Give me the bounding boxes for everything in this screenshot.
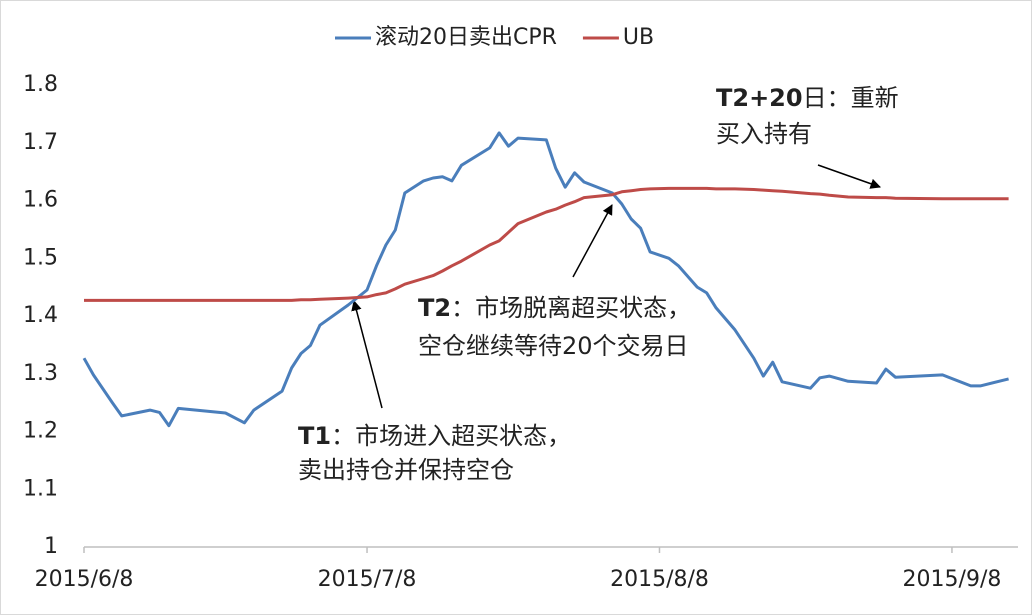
legend-label: UB	[623, 25, 654, 50]
annotation-text: 日：重新	[803, 84, 899, 112]
x-tick-label: 2015/8/8	[610, 567, 709, 592]
annotation-text: 买入持有	[716, 120, 812, 148]
annotation: T1：市场进入超买状态，	[298, 422, 571, 450]
annotation-label: T2	[418, 294, 451, 322]
annotation-text: ：市场进入超买状态，	[331, 422, 571, 450]
arrow	[351, 299, 383, 409]
annotation-label: T1	[298, 422, 331, 450]
x-tick-label: 2015/9/8	[903, 567, 1002, 592]
legend: 滚动20日卖出CPR UB	[335, 25, 654, 50]
annotation: T2：市场脱离超买状态，	[418, 294, 691, 322]
y-tick-label: 1	[44, 534, 58, 559]
annotation-label: T2+20	[716, 84, 803, 112]
annotation-text: ：市场脱离超买状态，	[451, 294, 691, 322]
series-line	[84, 186, 1009, 302]
series-line	[82, 131, 1009, 428]
annotation-text: 卖出持仓并保持空仓	[298, 456, 514, 484]
legend-label: 滚动20日卖出CPR	[375, 25, 557, 50]
y-tick-label: 1.7	[23, 130, 58, 155]
arrow	[572, 204, 613, 278]
x-tick-label: 2015/6/8	[35, 567, 134, 592]
annotation: T2+20日：重新	[716, 84, 899, 112]
y-tick-label: 1.5	[23, 245, 58, 270]
y-tick-label: 1.6	[23, 188, 58, 213]
y-tick-label: 1.1	[23, 476, 58, 501]
y-tick-label: 1.2	[23, 419, 58, 444]
y-tick-label: 1.8	[23, 72, 58, 97]
y-tick-label: 1.4	[23, 303, 58, 328]
annotation-text: 空仓继续等待20个交易日	[418, 332, 689, 360]
y-tick-label: 1.3	[23, 361, 58, 386]
arrow	[817, 164, 881, 189]
x-tick-label: 2015/7/8	[318, 567, 417, 592]
